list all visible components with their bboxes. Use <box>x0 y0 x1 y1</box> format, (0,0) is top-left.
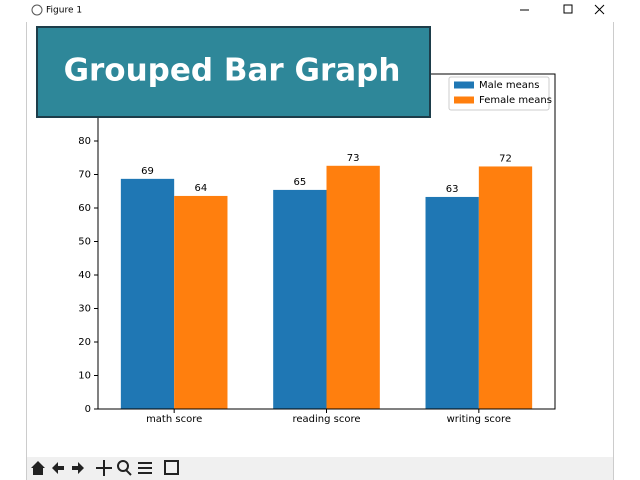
value-label: 63 <box>446 184 459 195</box>
forward-button[interactable] <box>72 462 84 474</box>
back-button[interactable] <box>52 462 64 474</box>
overlay-banner: Grouped Bar Graph <box>36 26 431 118</box>
app-icon <box>31 4 43 16</box>
value-label: 73 <box>347 153 360 164</box>
save-button[interactable] <box>164 460 179 475</box>
configure-button[interactable] <box>138 462 152 474</box>
bar <box>326 165 380 409</box>
bar <box>120 178 175 409</box>
pan-button[interactable] <box>96 460 112 476</box>
value-label: 65 <box>293 177 306 188</box>
y-tick-label: 10 <box>78 371 91 382</box>
bar <box>425 196 479 409</box>
x-tick-label: reading score <box>292 414 360 425</box>
y-tick-label: 40 <box>78 270 91 281</box>
value-label: 64 <box>194 183 207 194</box>
y-tick-label: 0 <box>85 404 91 415</box>
legend-swatch <box>454 96 474 104</box>
y-tick-label: 20 <box>78 337 91 348</box>
toolbar-bg <box>27 457 613 480</box>
window-title: Figure 1 <box>46 6 82 16</box>
legend-swatch <box>454 81 474 89</box>
value-label: 72 <box>499 153 512 164</box>
legend-label: Male means <box>479 80 539 91</box>
x-tick-label: writing score <box>447 414 512 425</box>
bar <box>273 189 327 409</box>
y-tick-label: 70 <box>78 170 91 181</box>
legend-label: Female means <box>479 95 552 106</box>
y-tick-label: 50 <box>78 237 91 248</box>
bar <box>174 195 228 409</box>
value-label: 69 <box>141 166 154 177</box>
x-tick-label: math score <box>146 414 202 425</box>
banner-title: Grouped Bar Graph <box>64 53 401 89</box>
home-button[interactable] <box>31 461 45 475</box>
plot: 0102030405060708090100math score6964read… <box>72 69 556 425</box>
bar <box>478 166 533 409</box>
y-tick-label: 80 <box>78 136 91 147</box>
y-tick-label: 60 <box>78 203 91 214</box>
toolbar <box>27 457 613 480</box>
title-bar: Figure 1 <box>31 4 605 16</box>
banner-bg <box>36 26 431 118</box>
zoom-button[interactable] <box>117 460 132 476</box>
maximize-button[interactable] <box>563 4 573 14</box>
y-tick-label: 30 <box>78 304 91 315</box>
close-button[interactable] <box>594 4 605 15</box>
